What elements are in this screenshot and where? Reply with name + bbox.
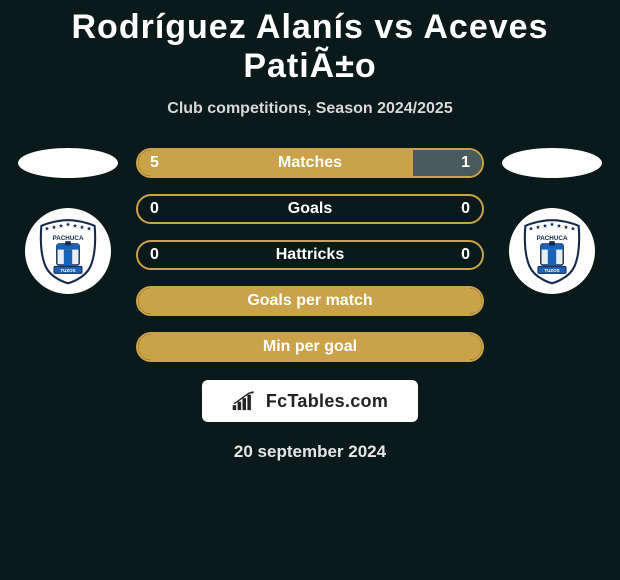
stat-bar-hattricks: 00Hattricks [136,240,484,270]
svg-text:PACHUCA: PACHUCA [536,235,567,242]
stat-bar-min-per-goal: Min per goal [136,332,484,362]
stat-label: Goals [138,200,482,218]
stat-bar-matches: 51Matches [136,148,484,178]
left-player-col: PACHUCA TUZOS [18,148,118,294]
page-title: Rodríguez Alanís vs Aceves PatiÃ±o [0,8,620,86]
player-left-avatar [18,148,118,178]
stats-column: 51Matches 00Goals 00Hattricks Goals per mat… [136,148,484,362]
brand-chart-icon [232,391,260,411]
stat-label: Matches [138,154,482,172]
svg-text:TUZOS: TUZOS [544,268,559,273]
date-text: 20 september 2024 [0,442,620,462]
brand-text: FcTables.com [266,391,388,412]
stat-label: Min per goal [138,338,482,356]
right-player-col: PACHUCA TUZOS [502,148,602,294]
comparison-row: PACHUCA TUZOS 51Matches 00Goals 00Hattrick… [0,148,620,362]
brand-footer[interactable]: FcTables.com [202,380,418,422]
svg-text:PACHUCA: PACHUCA [52,235,83,242]
svg-text:TUZOS: TUZOS [60,268,75,273]
stat-label: Hattricks [138,246,482,264]
stat-bar-goals: 00Goals [136,194,484,224]
stat-label: Goals per match [138,292,482,310]
player-left-club-badge: PACHUCA TUZOS [25,208,111,294]
player-right-avatar [502,148,602,178]
player-right-club-badge: PACHUCA TUZOS [509,208,595,294]
subtitle: Club competitions, Season 2024/2025 [0,100,620,118]
stat-bar-goals-per-match: Goals per match [136,286,484,316]
